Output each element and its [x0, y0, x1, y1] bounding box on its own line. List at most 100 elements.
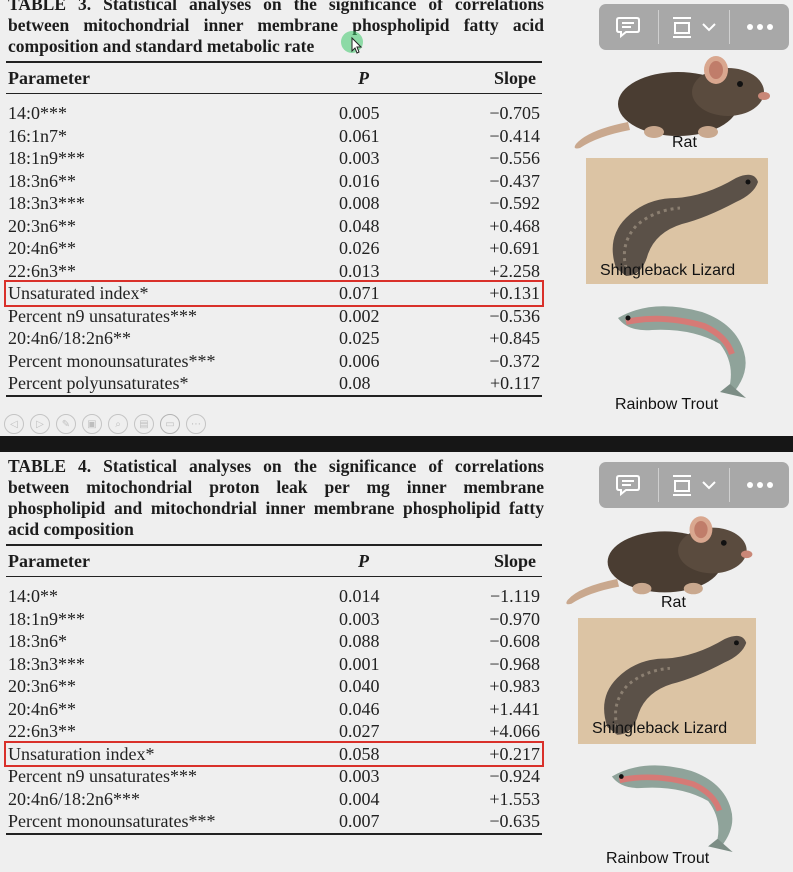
cell-p: 0.040 [339, 676, 380, 696]
cell-slope: +0.468 [489, 215, 540, 236]
rat-image [568, 52, 778, 152]
cell-p: 0.001 [339, 653, 380, 674]
trout-image [612, 292, 762, 398]
layout-button[interactable] [662, 10, 726, 44]
cell-slope: +0.217 [489, 743, 540, 764]
cell-slope: +4.066 [489, 721, 540, 741]
cell-parameter: 20:3n6** [8, 215, 77, 236]
pen-button[interactable]: ✎ [56, 414, 76, 434]
cell-slope: −0.970 [489, 608, 540, 629]
table-bottom-rule [6, 394, 542, 397]
layout-icon [672, 17, 691, 38]
table-row: 14:0** 0.014 −1.119 [6, 585, 542, 608]
cell-parameter: 18:3n6* [8, 631, 68, 651]
cell-p: 0.004 [339, 788, 380, 809]
comment-icon [615, 17, 640, 39]
chevron-down-icon [702, 23, 716, 32]
cell-p: 0.016 [339, 170, 380, 191]
comment-icon [615, 475, 640, 497]
cell-parameter: 18:1n9*** [8, 148, 86, 168]
more-icon [747, 482, 774, 488]
trout-label: Rainbow Trout [606, 850, 710, 867]
play-button[interactable]: ▷ [30, 414, 50, 434]
cell-slope: −0.592 [489, 193, 540, 213]
toolbar-separator [729, 468, 731, 502]
comment-button[interactable] [601, 468, 655, 502]
cell-parameter: Unsaturation index* [8, 743, 155, 764]
cell-p: 0.003 [339, 766, 380, 786]
slide-toolbar [599, 4, 789, 50]
cell-parameter: 18:3n3*** [8, 653, 86, 674]
cell-p: 0.025 [339, 328, 380, 348]
cell-parameter: Percent n9 unsaturates*** [8, 766, 197, 786]
slide-toolbar [599, 462, 789, 508]
table-row: 14:0*** 0.005 −0.705 [6, 102, 542, 125]
previous-button[interactable]: ◁ [4, 414, 24, 434]
table-row: 18:3n6* 0.088 −0.608 [6, 630, 542, 653]
cell-parameter: 18:3n6** [8, 170, 77, 191]
cell-slope: +1.441 [489, 698, 540, 719]
toolbar-separator [729, 10, 731, 44]
table-row: 20:4n6** 0.026 +0.691 [6, 237, 542, 260]
table-4: TABLE 4. Statistical analyses on the sig… [0, 456, 552, 835]
cell-slope: +0.845 [489, 328, 540, 348]
camera-icon: ▭ [165, 418, 175, 430]
rat-label: Rat [672, 134, 697, 151]
play-icon: ▷ [36, 418, 44, 430]
table-row: 22:6n3** 0.027 +4.066 [6, 720, 542, 743]
camera-button[interactable]: ▭ [160, 414, 180, 434]
table-row: 18:1n9*** 0.003 −0.556 [6, 147, 542, 170]
table-row: 18:3n3*** 0.001 −0.968 [6, 653, 542, 676]
zoom-button[interactable]: ⌕ [108, 414, 128, 434]
caption-label: TABLE 4. [8, 456, 92, 476]
cell-p: 0.005 [339, 103, 380, 123]
table-row: 20:3n6** 0.040 +0.983 [6, 675, 542, 698]
cell-parameter: 20:4n6/18:2n6*** [8, 788, 141, 809]
slide-table-4: TABLE 4. Statistical analyses on the sig… [0, 452, 793, 872]
subtitles-icon: ▤ [139, 418, 149, 430]
comment-button[interactable] [601, 10, 655, 44]
cell-parameter: 14:0** [8, 586, 59, 606]
more-button[interactable] [733, 10, 787, 44]
rat-label: Rat [661, 594, 686, 611]
table-body: 14:0*** 0.005 −0.705 16:1n7* 0.061 −0.414 18… [4, 102, 544, 395]
slide-table-3: TABLE 3. Statistical analyses on the sig… [0, 0, 793, 436]
cell-parameter: 20:4n6** [8, 238, 77, 258]
table-row: 20:4n6** 0.046 +1.441 [6, 698, 542, 721]
previous-icon: ◁ [10, 418, 18, 430]
table-bottom-rule [6, 832, 542, 835]
cell-parameter: 16:1n7* [8, 125, 68, 146]
cell-slope: −0.556 [489, 148, 540, 168]
player-more-button[interactable]: ⋯ [186, 414, 206, 434]
cursor-icon [340, 30, 366, 61]
more-button[interactable] [733, 468, 787, 502]
table-caption: TABLE 3. Statistical analyses on the sig… [8, 0, 544, 57]
table-3: TABLE 3. Statistical analyses on the sig… [0, 0, 552, 397]
save-button[interactable]: ▣ [82, 414, 102, 434]
table-body: 14:0** 0.014 −1.119 18:1n9*** 0.003 −0.970 1… [4, 585, 544, 833]
cell-parameter: Percent monounsaturates*** [8, 811, 216, 831]
more-icon: ⋯ [191, 418, 201, 430]
subtitles-button[interactable]: ▤ [134, 414, 154, 434]
cell-p: 0.003 [339, 608, 380, 629]
table-row: Percent monounsaturates*** 0.007 −0.635 [6, 810, 542, 833]
layout-button[interactable] [662, 468, 726, 502]
table-row: 20:4n6/18:2n6*** 0.004 +1.553 [6, 788, 542, 811]
cell-p: 0.088 [339, 631, 380, 651]
table-row: 20:4n6/18:2n6** 0.025 +0.845 [6, 327, 542, 350]
cell-slope: +0.983 [489, 676, 540, 696]
table-row: 16:1n7* 0.061 −0.414 [6, 125, 542, 148]
cell-parameter: Percent polyunsaturates* [8, 373, 189, 393]
cell-p: 0.013 [339, 260, 380, 281]
table-header: Parameter P Slope [6, 544, 542, 577]
cell-p: 0.003 [339, 148, 380, 168]
table-row: 22:6n3** 0.013 +2.258 [6, 260, 542, 283]
table-header: Parameter P Slope [6, 61, 542, 94]
cell-parameter: 18:1n9*** [8, 608, 86, 629]
table-caption: TABLE 4. Statistical analyses on the sig… [8, 456, 544, 540]
cell-parameter: 20:4n6/18:2n6** [8, 328, 132, 348]
cell-p: 0.008 [339, 193, 380, 213]
zoom-icon: ⌕ [115, 418, 121, 430]
rat-image [560, 512, 760, 608]
lizard-image [586, 158, 768, 284]
